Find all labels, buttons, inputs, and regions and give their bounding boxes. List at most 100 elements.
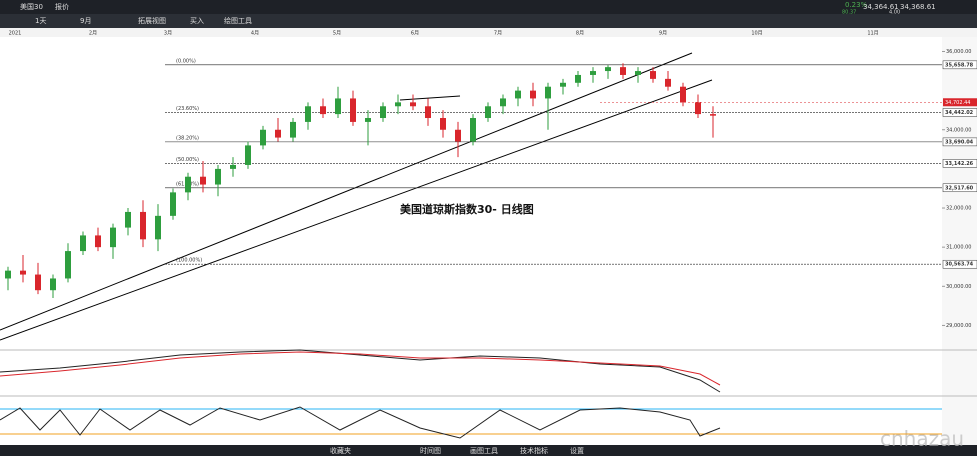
candle-body bbox=[65, 251, 71, 279]
fib-name: (100.00%) bbox=[176, 258, 202, 264]
tools[interactable]: 绘图工具 bbox=[224, 16, 252, 25]
ask: 34,368.61 bbox=[900, 3, 936, 11]
candle-body bbox=[125, 211, 131, 228]
candle-body bbox=[425, 106, 431, 119]
month-label: 10月 bbox=[751, 31, 762, 37]
candle-body bbox=[35, 274, 41, 291]
candle-body bbox=[560, 82, 566, 87]
y-tick-label: 32,000.00 bbox=[946, 206, 971, 212]
price-axis bbox=[942, 37, 977, 445]
month-label: 11月 bbox=[867, 31, 878, 37]
candle-body bbox=[95, 235, 101, 248]
month-label: 2月 bbox=[89, 31, 97, 37]
bid: 34,364.61 bbox=[863, 3, 899, 11]
symbol[interactable]: 美国30 bbox=[20, 2, 43, 11]
macd-line bbox=[0, 349, 721, 393]
candle-body bbox=[695, 102, 701, 115]
candle-body bbox=[410, 102, 416, 107]
watermark: cnhazau bbox=[880, 427, 964, 451]
candle-body bbox=[575, 74, 581, 83]
top-bar bbox=[0, 0, 977, 14]
candle-body bbox=[710, 114, 716, 116]
candle-body bbox=[650, 71, 656, 79]
price-tag bbox=[942, 60, 977, 70]
price-tag bbox=[942, 183, 977, 193]
month-label: 4月 bbox=[251, 31, 259, 37]
candle-body bbox=[185, 176, 191, 193]
candle-body bbox=[275, 129, 281, 138]
fib-name: (0.00%) bbox=[176, 58, 196, 64]
candle-body bbox=[140, 211, 146, 240]
price-tag bbox=[942, 259, 977, 269]
candle-body bbox=[215, 168, 221, 185]
candle-body bbox=[170, 192, 176, 216]
spread: 4.00 bbox=[889, 10, 900, 16]
candle-body bbox=[515, 90, 521, 99]
candle-body bbox=[230, 164, 236, 169]
candle-body bbox=[245, 145, 251, 165]
price-tag-label: 30,563.74 bbox=[945, 262, 974, 268]
candle-body bbox=[590, 71, 596, 75]
month-label: 3月 bbox=[164, 31, 172, 37]
candle-body bbox=[680, 86, 686, 103]
buy[interactable]: 买入 bbox=[190, 17, 204, 25]
candle-body bbox=[290, 121, 296, 138]
bottom-item[interactable]: 时间图 bbox=[420, 446, 441, 455]
interval[interactable]: 1天 bbox=[35, 17, 46, 25]
price-tag bbox=[942, 159, 977, 168]
candle-body bbox=[320, 106, 326, 115]
current-tag bbox=[943, 98, 977, 107]
month-label: 6月 bbox=[411, 31, 419, 37]
price-tag-label: 35,658.78 bbox=[945, 62, 974, 68]
candle-body bbox=[620, 67, 626, 75]
change-points: 80.37 bbox=[842, 10, 856, 16]
price-tag-label: 32,517.60 bbox=[945, 185, 974, 191]
candle-body bbox=[500, 98, 506, 107]
candle-body bbox=[605, 67, 611, 72]
fib-name: (38.20%) bbox=[176, 135, 199, 141]
candle-body bbox=[530, 90, 536, 99]
candle-body bbox=[335, 98, 341, 115]
month-label: 8月 bbox=[576, 31, 584, 37]
candle-body bbox=[545, 86, 551, 99]
quote[interactable]: 报价 bbox=[55, 2, 69, 11]
candle-body bbox=[440, 118, 446, 130]
y-tick-label: 30,000.00 bbox=[946, 284, 971, 290]
bottom-item[interactable]: 画图工具 bbox=[470, 447, 498, 455]
bottom-item[interactable]: 技术指标 bbox=[520, 446, 548, 455]
bottom-bar bbox=[0, 445, 977, 456]
price-tag-label: 34,442.02 bbox=[945, 110, 974, 116]
candle-body bbox=[395, 102, 401, 107]
candle-body bbox=[350, 98, 356, 122]
trend-line bbox=[0, 52, 693, 331]
price-tag bbox=[942, 108, 977, 117]
candle-body bbox=[665, 78, 671, 87]
candle-body bbox=[305, 106, 311, 122]
candle-body bbox=[80, 235, 86, 252]
candle-body bbox=[365, 118, 371, 122]
candle-body bbox=[380, 106, 386, 119]
bottom-item[interactable]: 收藏夹 bbox=[330, 446, 351, 455]
month[interactable]: 9月 bbox=[80, 17, 91, 25]
bottom-item[interactable]: 设置 bbox=[570, 446, 584, 455]
fib-name: (23.60%) bbox=[176, 106, 199, 112]
fib-name: (50.00%) bbox=[176, 157, 199, 163]
stoch-line bbox=[0, 406, 721, 439]
month-label: 7月 bbox=[494, 31, 502, 37]
candle-body bbox=[110, 227, 116, 248]
candle-body bbox=[50, 278, 56, 291]
time-axis bbox=[0, 28, 977, 37]
candle-body bbox=[20, 270, 26, 275]
price-tag bbox=[942, 137, 977, 147]
y-tick-label: 36,000.00 bbox=[946, 49, 971, 55]
candle-body bbox=[635, 71, 641, 75]
candle-body bbox=[470, 118, 476, 142]
y-tick-label: 34,000.00 bbox=[946, 127, 971, 133]
y-tick-label: 31,000.00 bbox=[946, 245, 971, 251]
price-tag-label: 33,142.26 bbox=[945, 161, 974, 167]
month-label: 5月 bbox=[333, 31, 341, 37]
candle-body bbox=[5, 270, 11, 279]
view[interactable]: 拓展视图 bbox=[138, 16, 166, 25]
price-tag-label: 33,690.04 bbox=[945, 139, 974, 145]
